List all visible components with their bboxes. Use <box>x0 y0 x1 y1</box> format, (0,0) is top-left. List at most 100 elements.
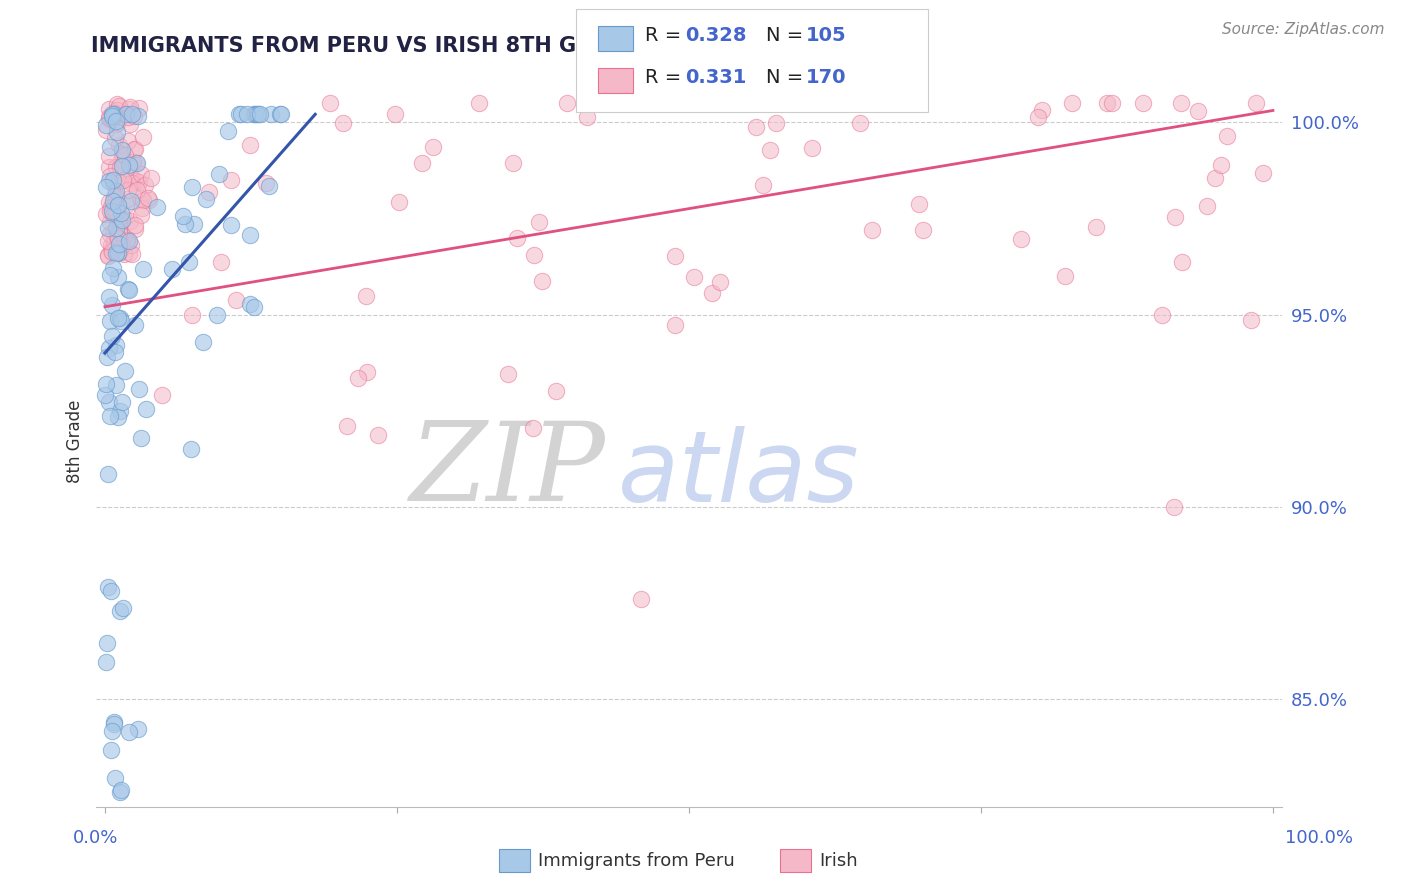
Point <box>318 95 340 110</box>
Point <box>98 111 121 125</box>
Point <box>270 107 292 121</box>
Point <box>127 109 149 123</box>
Point <box>1253 166 1275 180</box>
Point <box>160 261 183 276</box>
Point <box>107 98 129 112</box>
Point <box>108 311 131 326</box>
Point <box>141 170 163 185</box>
Point <box>117 234 139 248</box>
Point <box>1132 95 1154 110</box>
Point <box>108 219 131 233</box>
Point <box>177 255 200 269</box>
Text: Source: ZipAtlas.com: Source: ZipAtlas.com <box>1222 22 1385 37</box>
Point <box>105 103 128 117</box>
Point <box>111 159 134 173</box>
Point <box>98 409 121 424</box>
Point <box>107 232 129 246</box>
Point <box>111 601 134 615</box>
Point <box>114 148 136 162</box>
Point <box>132 193 155 207</box>
Point <box>110 783 132 797</box>
Point <box>104 184 127 198</box>
Point <box>269 107 291 121</box>
Point <box>94 123 117 137</box>
Point <box>108 785 131 799</box>
Point <box>765 115 787 129</box>
Point <box>104 211 127 225</box>
Point <box>1031 103 1053 117</box>
Point <box>117 134 139 148</box>
Point <box>108 404 131 418</box>
Point <box>96 635 118 649</box>
Point <box>249 107 271 121</box>
Point <box>183 217 205 231</box>
Point <box>114 107 136 121</box>
Point <box>117 724 139 739</box>
Point <box>98 268 121 282</box>
Point <box>104 109 127 123</box>
Point <box>101 329 124 343</box>
Point <box>98 160 121 174</box>
Point <box>112 230 135 244</box>
Point <box>96 377 118 392</box>
Point <box>124 318 146 332</box>
Point <box>108 232 131 246</box>
Point <box>128 175 150 189</box>
Point <box>101 207 124 221</box>
Point <box>101 176 124 190</box>
Text: N =: N = <box>766 26 810 45</box>
Text: 0.0%: 0.0% <box>73 829 118 847</box>
Text: ZIP: ZIP <box>411 417 606 524</box>
Point <box>96 180 118 194</box>
Point <box>700 286 723 301</box>
Point <box>107 246 129 260</box>
Point <box>1170 95 1192 110</box>
Point <box>100 583 122 598</box>
Point <box>246 107 269 121</box>
Point <box>112 173 135 187</box>
Point <box>555 95 578 110</box>
Point <box>1244 95 1267 110</box>
Text: Irish: Irish <box>820 852 858 870</box>
Point <box>219 218 242 232</box>
Point <box>198 185 221 199</box>
Point <box>411 155 433 169</box>
Point <box>98 149 121 163</box>
Text: atlas: atlas <box>617 426 859 523</box>
Point <box>97 220 120 235</box>
Point <box>574 95 596 110</box>
Point <box>97 290 120 304</box>
Point <box>1163 500 1185 515</box>
Point <box>103 714 125 729</box>
Point <box>107 225 129 239</box>
Point <box>100 742 122 756</box>
Point <box>110 153 132 167</box>
Point <box>576 110 599 124</box>
Point <box>125 156 148 170</box>
Point <box>384 107 406 121</box>
Point <box>98 215 121 229</box>
Point <box>388 194 411 209</box>
Point <box>630 592 652 607</box>
Point <box>105 338 128 352</box>
Point <box>105 97 128 112</box>
Text: R =: R = <box>645 26 688 45</box>
Point <box>217 123 239 137</box>
Point <box>908 196 931 211</box>
Point <box>118 158 141 172</box>
Point <box>101 724 124 739</box>
Point <box>132 262 155 277</box>
Point <box>1150 308 1173 322</box>
Point <box>104 246 127 260</box>
Point <box>108 604 131 618</box>
Point <box>112 247 135 261</box>
Point <box>150 388 173 402</box>
Point <box>104 106 127 120</box>
Point <box>94 388 117 402</box>
Point <box>219 173 242 187</box>
Point <box>100 107 122 121</box>
Point <box>104 178 127 192</box>
Point <box>96 351 118 365</box>
Point <box>860 223 883 237</box>
Point <box>506 231 529 245</box>
